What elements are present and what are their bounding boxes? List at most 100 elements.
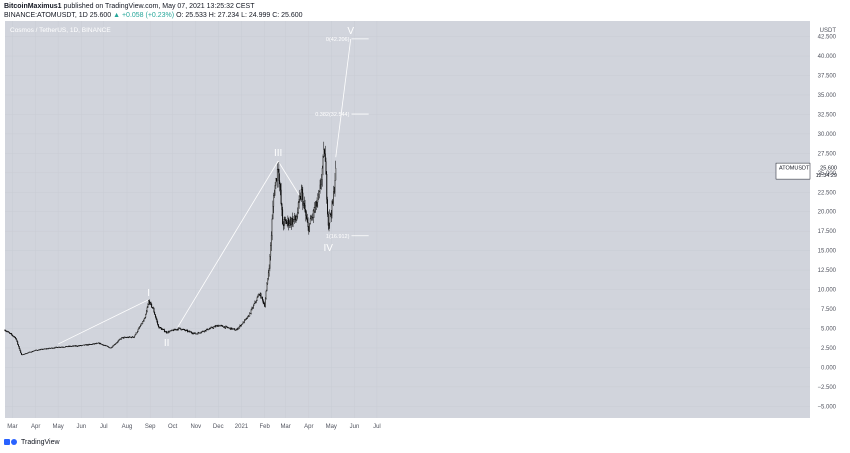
candle-body	[102, 344, 104, 346]
candle-body	[156, 319, 158, 322]
candle-body	[210, 327, 212, 329]
x-tick-label: Aug	[122, 424, 133, 430]
candle-body	[136, 331, 138, 333]
candle-body	[318, 191, 320, 196]
candle-body	[292, 219, 294, 225]
candle-body	[142, 321, 144, 324]
candle-body	[17, 341, 19, 345]
candle-body	[304, 204, 306, 212]
candle-body	[256, 297, 258, 301]
candle-body	[160, 327, 162, 330]
candle-body	[116, 342, 118, 343]
candle-body	[128, 336, 130, 338]
candle-body	[324, 153, 326, 162]
candle-body	[250, 309, 252, 314]
tradingview-brand[interactable]: TradingView	[21, 438, 60, 446]
candle-body	[288, 218, 290, 226]
wave-label: II	[164, 338, 170, 349]
candle-body	[245, 318, 247, 320]
candle-body	[111, 346, 113, 348]
candle-body	[173, 329, 175, 331]
candle-body	[201, 331, 203, 333]
x-tick-label: Apr	[31, 424, 40, 430]
candle-body	[258, 294, 260, 297]
candle-body	[311, 217, 313, 220]
candle-body	[270, 245, 272, 257]
candle-body	[268, 268, 270, 273]
candle-body	[122, 337, 124, 339]
candle-body	[270, 235, 272, 246]
y-tick-label: 17.500	[818, 229, 837, 235]
candle-body	[181, 329, 183, 331]
candle-body	[176, 329, 178, 331]
candle-body	[22, 354, 24, 355]
tradingview-logo-icon[interactable]	[4, 438, 18, 446]
candle-body	[255, 300, 257, 302]
candle-body	[180, 328, 182, 330]
candle-body	[261, 296, 263, 299]
candle-body	[281, 203, 283, 210]
x-tick-label: Apr	[304, 424, 313, 430]
candle-body	[263, 302, 265, 304]
x-tick-label: 2021	[235, 424, 249, 430]
candle-body	[86, 344, 88, 346]
candle-body	[297, 212, 299, 218]
candle-body	[301, 189, 303, 194]
candle-body	[100, 343, 102, 345]
published-text: published on TradingView.com, May 07, 20…	[63, 3, 255, 10]
y-tick-label: 20.000	[818, 210, 837, 216]
candle-body	[332, 201, 334, 204]
candle-body	[314, 207, 316, 213]
candle-body	[276, 169, 278, 181]
author-name[interactable]: BitcoinMaximus1	[4, 3, 62, 10]
candle-body	[116, 342, 117, 344]
plot-area[interactable]	[5, 21, 810, 418]
candle-body	[145, 310, 147, 315]
candle-body	[149, 302, 151, 305]
y-tick-label: 10.000	[818, 288, 837, 294]
candle-body	[330, 214, 332, 216]
candle-body	[237, 328, 239, 330]
candle-body	[322, 156, 324, 169]
y-tick-label: 42.500	[818, 35, 837, 41]
candle-body	[307, 222, 309, 228]
candle-body	[179, 327, 181, 329]
candle-body	[222, 325, 224, 327]
last-price-symbol: ATOMUSDT	[779, 166, 810, 172]
wave-line	[57, 299, 149, 345]
candle-body	[253, 303, 255, 306]
y-axis-ticks: −5.000 −2.500 0.000 2.500 5.000 7.500 10.000 12…	[817, 35, 836, 411]
candle-body	[146, 307, 148, 312]
candle-body	[150, 302, 152, 305]
x-tick-label: Jun	[76, 424, 86, 430]
candle-body	[299, 195, 301, 200]
candle-body	[276, 178, 278, 181]
candle-body	[169, 331, 171, 333]
candle-body	[285, 220, 287, 225]
candle-body	[333, 191, 335, 193]
candle-body	[113, 344, 115, 346]
last-price-value: 25.600	[820, 166, 837, 172]
wave-line	[277, 160, 301, 197]
candle-body	[296, 216, 298, 221]
candle-body	[117, 340, 119, 343]
candle-body	[86, 344, 88, 346]
candle-body	[184, 329, 186, 331]
candle-body	[214, 326, 215, 327]
candle-body	[74, 345, 76, 347]
candle-body	[325, 161, 327, 175]
candle-body	[272, 206, 274, 220]
wave-line	[177, 160, 279, 328]
publish-line: BitcoinMaximus1 published on TradingView…	[4, 3, 254, 10]
price-chart[interactable]: 0(42.206)0.382(32.544)1(16.912) IIIIIIIV…	[0, 20, 850, 432]
candle-body	[208, 328, 210, 330]
candle-body	[246, 316, 248, 319]
wave-label: V	[347, 26, 354, 37]
price-scale[interactable]	[810, 21, 845, 418]
y-tick-label: 37.500	[818, 73, 837, 79]
candle-body	[242, 321, 244, 325]
candle-body	[264, 298, 266, 307]
x-tick-label: May	[326, 424, 337, 430]
